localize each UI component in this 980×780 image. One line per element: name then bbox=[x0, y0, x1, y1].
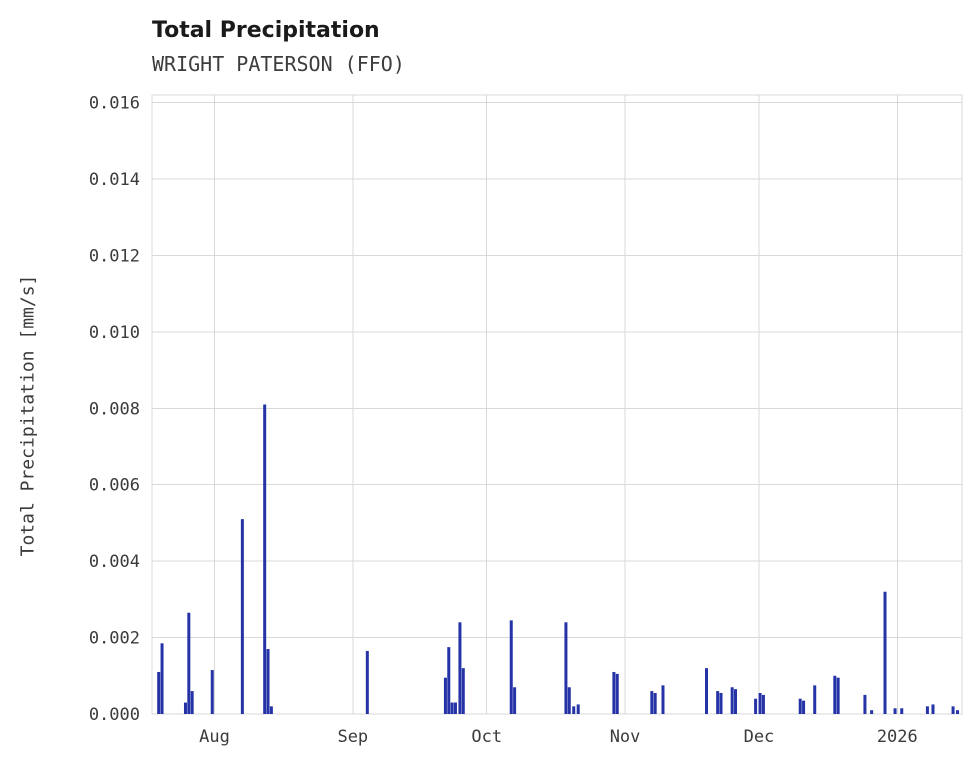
precipitation-spike bbox=[900, 708, 904, 714]
precipitation-spike bbox=[443, 677, 447, 714]
precipitation-spike bbox=[612, 671, 616, 714]
precipitation-spike bbox=[836, 677, 840, 714]
precipitation-spike bbox=[458, 622, 462, 714]
precipitation-spike bbox=[802, 700, 806, 714]
y-tick-label: 0.000 bbox=[89, 705, 140, 725]
precipitation-spike bbox=[754, 698, 758, 714]
chart-title: Total Precipitation bbox=[152, 18, 380, 43]
x-tick-label: 2026 bbox=[877, 727, 918, 747]
precipitation-spike bbox=[893, 708, 897, 714]
x-tick-label: Oct bbox=[471, 727, 502, 747]
precipitation-spike bbox=[863, 694, 867, 714]
precipitation-spike bbox=[813, 685, 817, 714]
y-tick-label: 0.006 bbox=[89, 476, 140, 496]
y-tick-label: 0.012 bbox=[89, 246, 140, 266]
x-tick-label: Nov bbox=[610, 727, 641, 747]
y-tick-label: 0.002 bbox=[89, 629, 140, 649]
precipitation-spike bbox=[447, 647, 451, 714]
precipitation-spike bbox=[833, 675, 837, 714]
precipitation-spike bbox=[925, 706, 929, 714]
x-tick-label: Aug bbox=[199, 727, 230, 747]
precipitation-spike bbox=[157, 671, 161, 714]
precipitation-spike bbox=[576, 704, 580, 714]
precipitation-spike bbox=[187, 612, 191, 714]
chart-subtitle: WRIGHT PATERSON (FFO) bbox=[152, 52, 405, 76]
y-tick-label: 0.008 bbox=[89, 399, 140, 419]
precipitation-spike bbox=[758, 692, 762, 714]
precipitation-spike bbox=[509, 620, 513, 714]
precipitation-spike bbox=[931, 704, 935, 714]
precipitation-spike bbox=[956, 710, 960, 714]
precipitation-spike bbox=[190, 691, 194, 714]
precipitation-spike bbox=[650, 691, 654, 714]
precipitation-spike bbox=[183, 702, 187, 714]
precipitation-spike bbox=[453, 702, 457, 714]
y-tick-label: 0.004 bbox=[89, 552, 140, 572]
precipitation-spike bbox=[572, 706, 576, 714]
precipitation-spike bbox=[883, 591, 887, 714]
precipitation-spike bbox=[719, 692, 723, 714]
precipitation-spike bbox=[653, 692, 657, 714]
precipitation-spike bbox=[240, 519, 244, 714]
precipitation-spike bbox=[210, 670, 214, 714]
precipitation-spike bbox=[461, 668, 465, 714]
precipitation-spike bbox=[615, 673, 619, 714]
precipitation-spike bbox=[705, 668, 709, 714]
precipitation-spike bbox=[263, 404, 267, 714]
precipitation-spike bbox=[734, 689, 738, 714]
precipitation-spike bbox=[266, 649, 270, 714]
precipitation-spike bbox=[661, 685, 665, 714]
plot-border bbox=[151, 94, 963, 715]
y-tick-label: 0.016 bbox=[89, 94, 140, 114]
precipitation-spike bbox=[513, 687, 517, 714]
y-tick-label: 0.010 bbox=[89, 323, 140, 343]
precipitation-spike bbox=[761, 694, 765, 714]
y-tick-label: 0.014 bbox=[89, 170, 140, 190]
precipitation-spike bbox=[716, 691, 720, 714]
precipitation-spike bbox=[160, 643, 164, 714]
x-tick-label: Sep bbox=[337, 727, 368, 747]
precipitation-spike bbox=[730, 687, 734, 714]
precipitation-spike bbox=[450, 702, 454, 714]
precipitation-spike bbox=[564, 622, 568, 714]
precipitation-spike bbox=[567, 687, 571, 714]
precipitation-spike bbox=[870, 710, 874, 714]
precipitation-spike bbox=[951, 706, 955, 714]
precipitation-spike bbox=[798, 698, 802, 714]
plot-background bbox=[152, 95, 962, 714]
precipitation-spike bbox=[365, 650, 369, 714]
precipitation-spike bbox=[269, 706, 273, 714]
x-tick-label: Dec bbox=[744, 727, 775, 747]
